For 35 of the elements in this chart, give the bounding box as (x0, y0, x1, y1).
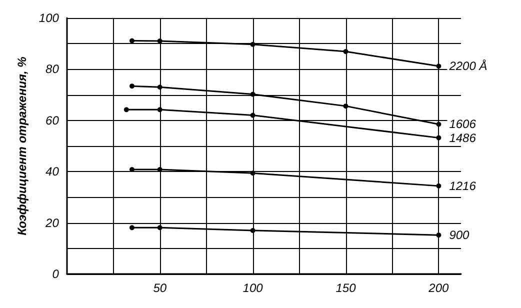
point (250, 42, 256, 47)
y-tick-label: 100 (38, 11, 60, 25)
y-tick-label: 20 (44, 216, 60, 230)
y-tick-label: 0 (52, 267, 60, 281)
point (157, 225, 162, 230)
series-label: 2200 Å (448, 59, 488, 74)
point (157, 84, 162, 90)
y-axis-title: Коэффициент отражения, % (15, 56, 29, 236)
series-label: 1216 (449, 178, 476, 193)
x-tick-label: 50 (153, 281, 167, 295)
point (343, 49, 348, 54)
point (129, 38, 134, 44)
series-label: 900 (449, 228, 470, 242)
x-tick-label: 100 (242, 281, 264, 295)
x-tick-label: 200 (428, 281, 450, 295)
point (436, 122, 442, 127)
y-tick-label: 60 (46, 113, 60, 128)
point (343, 104, 348, 109)
point (124, 107, 129, 112)
point (129, 84, 134, 89)
point (436, 183, 442, 188)
point (436, 232, 442, 238)
point (250, 170, 256, 176)
series-label: 1606 (449, 117, 476, 132)
x-tick-label: 150 (336, 281, 356, 295)
y-tick-label: 40 (46, 164, 60, 179)
point (250, 112, 256, 118)
point (436, 64, 442, 69)
point (250, 92, 256, 97)
y-tick-label: 80 (46, 62, 60, 76)
point (436, 135, 442, 140)
point (157, 107, 162, 112)
point (250, 228, 256, 233)
point (129, 225, 134, 230)
series-label: 1486 (449, 130, 476, 145)
